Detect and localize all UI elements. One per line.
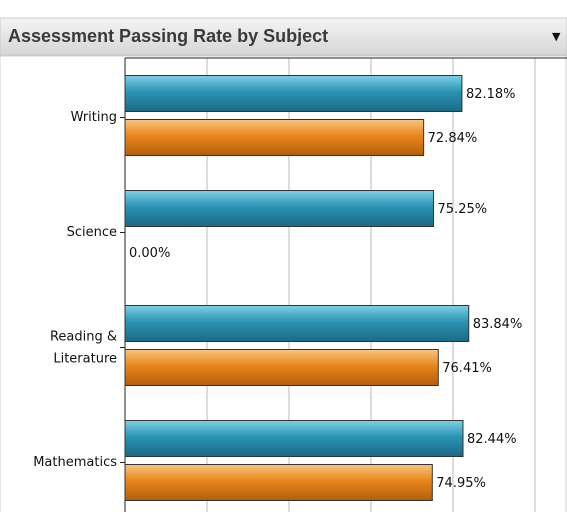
bar [124,349,439,386]
data-label: 74.95% [436,476,486,491]
data-label: 76.41% [442,361,492,376]
bar [124,119,425,156]
widget-title: Assessment Passing Rate by Subject [8,26,328,46]
data-label: 0.00% [129,246,170,261]
data-label: 83.84% [473,317,523,332]
y-tick-label: Writing [71,110,117,125]
bar [124,420,464,457]
data-label: 72.84% [428,131,478,146]
y-tick-label: Reading & Literature [50,329,117,366]
bar [124,190,435,227]
data-label: 75.25% [438,202,488,217]
header-bar [0,17,567,56]
y-tick-label: Science [67,225,117,240]
data-label: 82.18% [466,87,516,102]
dropdown-arrow[interactable]: ▼ [552,30,561,43]
bar [124,75,463,112]
bar [124,464,433,501]
bar [124,305,470,342]
y-tick-label: Mathematics [33,455,117,470]
data-label: 82.44% [467,432,517,447]
